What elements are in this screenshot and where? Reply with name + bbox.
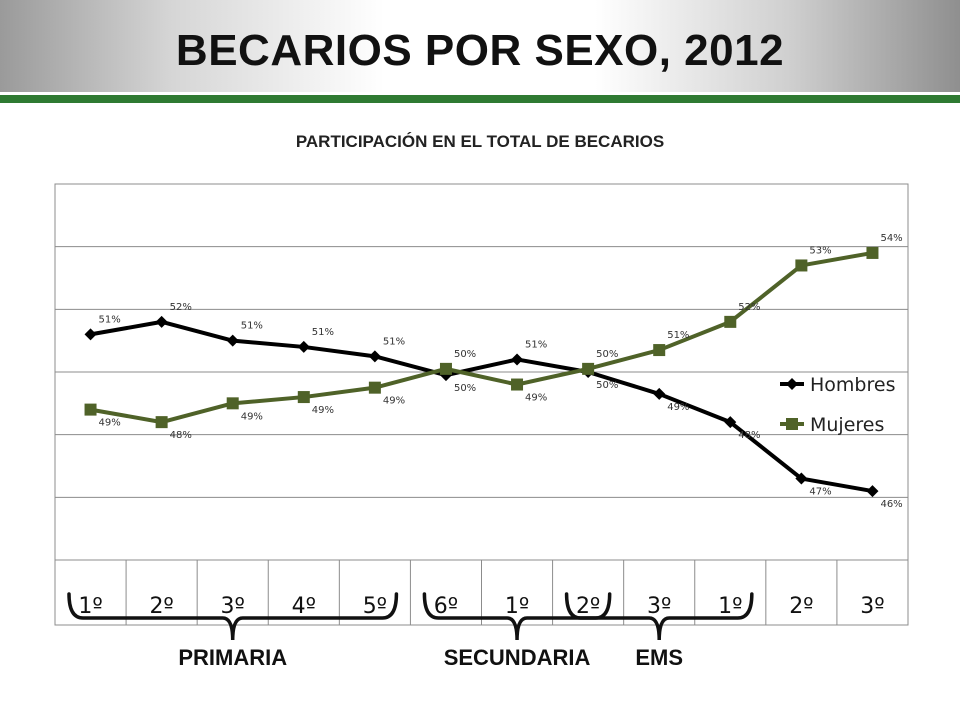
group-brace bbox=[564, 592, 754, 641]
point-mujeres bbox=[297, 391, 310, 404]
data-label: 46% bbox=[880, 499, 902, 510]
data-label: 48% bbox=[170, 430, 192, 441]
data-label: 49% bbox=[383, 396, 405, 407]
legend-label: Hombres bbox=[810, 374, 895, 396]
x-tick-label: 5º bbox=[363, 594, 387, 619]
x-tick-label: 2º bbox=[149, 594, 173, 619]
data-label: 49% bbox=[312, 405, 334, 416]
series-line-hombres bbox=[90, 319, 873, 494]
data-label: 51% bbox=[312, 327, 334, 338]
data-label: 51% bbox=[99, 314, 121, 325]
point-hombres bbox=[297, 340, 310, 353]
group-brace bbox=[67, 592, 399, 641]
legend-marker bbox=[786, 418, 798, 430]
point-mujeres bbox=[582, 362, 595, 375]
x-tick-label: 3º bbox=[860, 594, 884, 619]
point-mujeres bbox=[84, 403, 97, 416]
data-label: 49% bbox=[667, 402, 689, 413]
series-line-mujeres bbox=[90, 250, 873, 425]
data-label: 49% bbox=[241, 411, 263, 422]
group-label-ems: EMS bbox=[635, 645, 684, 670]
data-label: 52% bbox=[170, 302, 192, 313]
data-label: 51% bbox=[383, 336, 405, 347]
header-banner bbox=[0, 0, 960, 92]
page-title: BECARIOS POR SEXO, 2012 bbox=[175, 26, 785, 75]
point-mujeres bbox=[368, 381, 381, 394]
point-mujeres bbox=[155, 416, 168, 429]
x-tick-label: 2º bbox=[789, 594, 813, 619]
point-mujeres bbox=[795, 259, 808, 272]
x-tick-label: 1º bbox=[718, 594, 742, 619]
x-tick-label: 3º bbox=[221, 594, 245, 619]
legend-label: Mujeres bbox=[810, 414, 884, 436]
data-label: 50% bbox=[596, 380, 618, 391]
x-tick-label: 1º bbox=[505, 594, 529, 619]
plot-area bbox=[54, 183, 909, 626]
point-hombres bbox=[226, 334, 239, 347]
x-tick-label: 3º bbox=[647, 594, 671, 619]
data-label: 50% bbox=[596, 349, 618, 360]
data-label: 49% bbox=[99, 418, 121, 429]
x-tick-label: 6º bbox=[434, 594, 458, 619]
chart-subtitle: PARTICIPACIÓN EN EL TOTAL DE BECARIOS bbox=[295, 132, 665, 151]
data-label: 47% bbox=[809, 487, 831, 498]
x-tick-label: 1º bbox=[78, 594, 102, 619]
data-label: 53% bbox=[809, 245, 831, 256]
point-mujeres bbox=[511, 378, 524, 391]
data-label: 51% bbox=[525, 339, 547, 350]
point-mujeres bbox=[866, 246, 879, 259]
point-hombres bbox=[511, 353, 524, 366]
data-label: 51% bbox=[241, 321, 263, 332]
point-mujeres bbox=[226, 397, 239, 410]
group-label-primaria: PRIMARIA bbox=[178, 645, 288, 670]
point-mujeres bbox=[653, 344, 666, 357]
title-divider bbox=[0, 95, 960, 103]
data-label: 49% bbox=[525, 393, 547, 404]
data-label: 48% bbox=[738, 430, 760, 441]
point-hombres bbox=[866, 485, 879, 498]
data-label: 50% bbox=[454, 383, 476, 394]
x-tick-label: 2º bbox=[576, 594, 600, 619]
data-label: 52% bbox=[738, 302, 760, 313]
point-mujeres bbox=[439, 362, 452, 375]
data-label: 54% bbox=[880, 233, 902, 244]
data-label: 50% bbox=[454, 349, 476, 360]
point-hombres bbox=[653, 387, 666, 400]
point-hombres bbox=[795, 472, 808, 485]
data-label: 51% bbox=[667, 330, 689, 341]
point-hombres bbox=[84, 328, 97, 341]
point-hombres bbox=[155, 315, 168, 328]
legend-marker bbox=[786, 378, 798, 390]
group-label-secundaria: SECUNDARIA bbox=[443, 645, 591, 670]
point-hombres bbox=[724, 416, 737, 429]
x-tick-label: 4º bbox=[292, 594, 316, 619]
point-mujeres bbox=[724, 315, 737, 328]
point-hombres bbox=[368, 350, 381, 363]
